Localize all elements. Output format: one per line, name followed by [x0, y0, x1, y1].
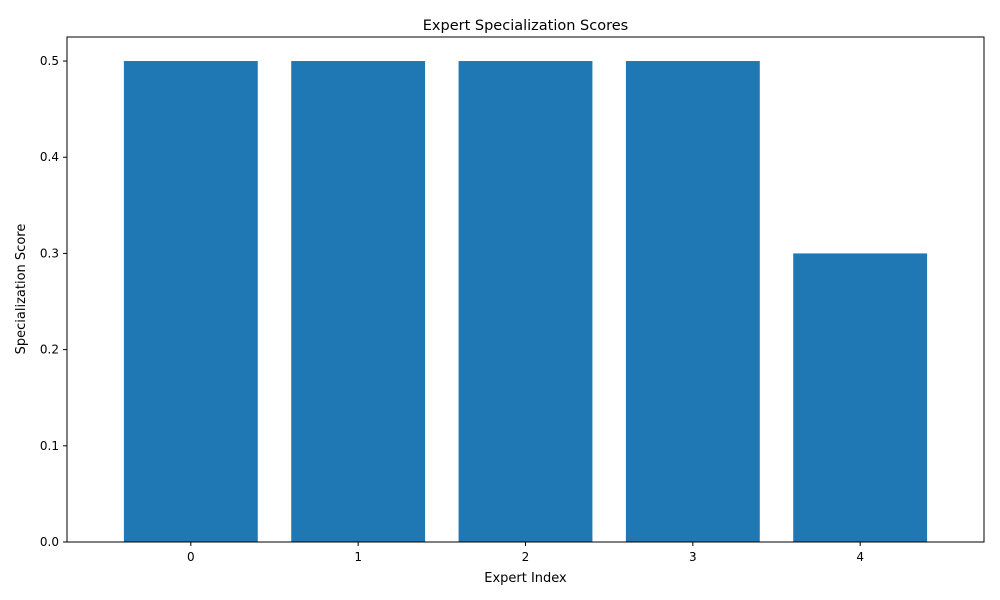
bar-1	[291, 61, 426, 543]
y-tick-label: 0.5	[40, 54, 59, 68]
x-tick-label: 3	[689, 550, 697, 564]
bar-2	[458, 61, 593, 543]
y-tick-label: 0.2	[40, 343, 59, 357]
y-tick-label: 0.0	[40, 535, 59, 549]
bar-3	[625, 61, 760, 543]
y-axis-ticks: 0.0 0.1 0.2 0.3 0.4 0.5	[40, 54, 67, 549]
bars-layer	[123, 61, 928, 543]
x-axis-label: Expert Index	[484, 571, 567, 586]
x-tick-label: 0	[187, 550, 195, 564]
y-tick-label: 0.3	[40, 246, 59, 260]
bar-0	[123, 61, 258, 543]
chart-title: Expert Specialization Scores	[423, 18, 628, 34]
y-tick-label: 0.4	[40, 150, 59, 164]
y-axis-label: Specialization Score	[14, 224, 29, 355]
plot-frame	[66, 36, 985, 543]
x-axis-ticks: 0 1 2 3 4	[187, 542, 864, 564]
y-tick-label: 0.1	[40, 439, 59, 453]
x-tick-label: 2	[522, 550, 530, 564]
bar-4	[793, 253, 928, 542]
x-tick-label: 4	[856, 550, 864, 564]
x-tick-label: 1	[354, 550, 362, 564]
